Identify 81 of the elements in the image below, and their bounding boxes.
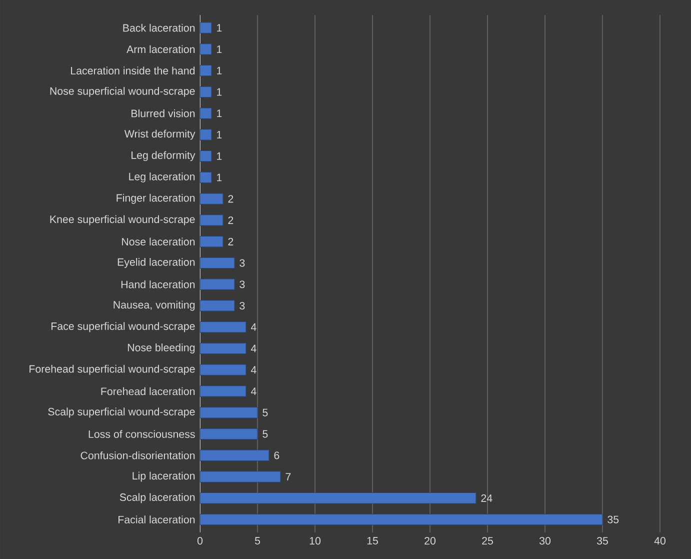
bar: [200, 44, 212, 55]
bar: [200, 150, 212, 162]
data-label: 1: [217, 24, 222, 32]
bar: [200, 64, 212, 76]
y-tick-label: Nose laceration: [122, 238, 195, 246]
bar: [200, 471, 281, 482]
y-tick-label: Loss of consciousness: [88, 430, 195, 438]
data-label: 4: [250, 388, 256, 395]
data-label: 3: [240, 280, 245, 288]
data-label: 6: [274, 452, 280, 460]
y-tick-label: Hand laceration: [121, 280, 195, 288]
bar: [200, 386, 246, 397]
data-label: 1: [217, 174, 222, 182]
bar: [200, 172, 212, 184]
bar: [200, 22, 212, 34]
bar: [200, 257, 235, 269]
y-tick-label: Leg deformity: [132, 151, 196, 162]
x-tick-label: 15: [367, 537, 378, 544]
bar: [200, 129, 212, 140]
y-tick-label: Eyelid laceration: [118, 258, 195, 268]
data-label: 4: [250, 366, 256, 374]
x-tick-label: 40: [654, 537, 666, 545]
y-tick-label: Nausea, vomiting: [114, 300, 195, 311]
y-tick-label: Back laceration: [123, 24, 195, 32]
y-tick-label: Scalp superficial wound-scrape: [48, 408, 195, 418]
data-label: 5: [262, 430, 268, 438]
y-tick-label: Blurred vision: [132, 109, 195, 118]
x-tick-label: 30: [539, 537, 551, 545]
y-tick-label: Finger laceration: [116, 194, 195, 204]
bar: [200, 364, 246, 376]
y-tick-label: Face superficial wound-scrape: [52, 322, 195, 332]
y-tick-label: Wrist deformity: [124, 130, 196, 140]
y-tick-label: Scalp laceration: [120, 493, 195, 504]
bar: [200, 278, 235, 290]
bar: [200, 193, 224, 204]
data-label: 35: [608, 516, 619, 524]
bar: [200, 428, 258, 440]
bar: [200, 86, 212, 98]
x-tick-label: 20: [424, 537, 436, 545]
y-tick-label: Nose superficial wound-scrape: [50, 86, 195, 97]
x-tick-label: 0: [197, 537, 203, 545]
y-tick-label: Laceration inside the hand: [71, 66, 195, 74]
data-label: 2: [228, 195, 234, 203]
data-label: 1: [217, 46, 222, 53]
x-tick-label: 5: [254, 537, 260, 544]
data-label: 1: [217, 88, 222, 96]
y-tick-label: Leg laceration: [129, 172, 195, 182]
bar: [200, 236, 224, 248]
y-tick-label: Forehead superficial wound-scrape: [30, 364, 195, 375]
y-tick-label: Lip laceration: [132, 472, 195, 482]
data-label: 4: [250, 323, 256, 331]
bar: [200, 492, 476, 504]
data-label: 3: [240, 259, 245, 267]
data-label: 1: [217, 66, 222, 74]
data-label: 1: [217, 131, 222, 138]
data-label: 24: [481, 494, 492, 502]
y-tick-label: Nose bleeding: [128, 344, 195, 354]
bar: [200, 407, 258, 418]
data-label: 5: [262, 408, 268, 416]
x-tick-label: 25: [482, 537, 493, 545]
data-label: 4: [250, 344, 256, 352]
y-tick-label: Facial laceration: [118, 516, 195, 524]
bar: [200, 321, 246, 333]
y-tick-label: Forehead laceration: [101, 387, 195, 396]
data-label: 1: [217, 152, 222, 160]
data-label: 2: [228, 238, 234, 246]
data-label: 1: [217, 110, 222, 117]
x-tick-label: 10: [310, 537, 321, 545]
x-tick-label: 35: [596, 537, 608, 545]
y-tick-label: Arm laceration: [126, 45, 195, 54]
bar: [200, 300, 235, 312]
y-tick-label: Confusion-disorientation: [80, 451, 195, 460]
data-label: 2: [228, 216, 234, 224]
bar: [200, 108, 212, 119]
bar: [200, 450, 270, 461]
bar: [200, 214, 224, 226]
data-label: 3: [240, 302, 245, 310]
data-label: 7: [286, 473, 291, 480]
bar: [200, 514, 603, 526]
y-tick-label: Knee superficial wound-scrape: [50, 215, 195, 226]
bar: [200, 342, 246, 354]
